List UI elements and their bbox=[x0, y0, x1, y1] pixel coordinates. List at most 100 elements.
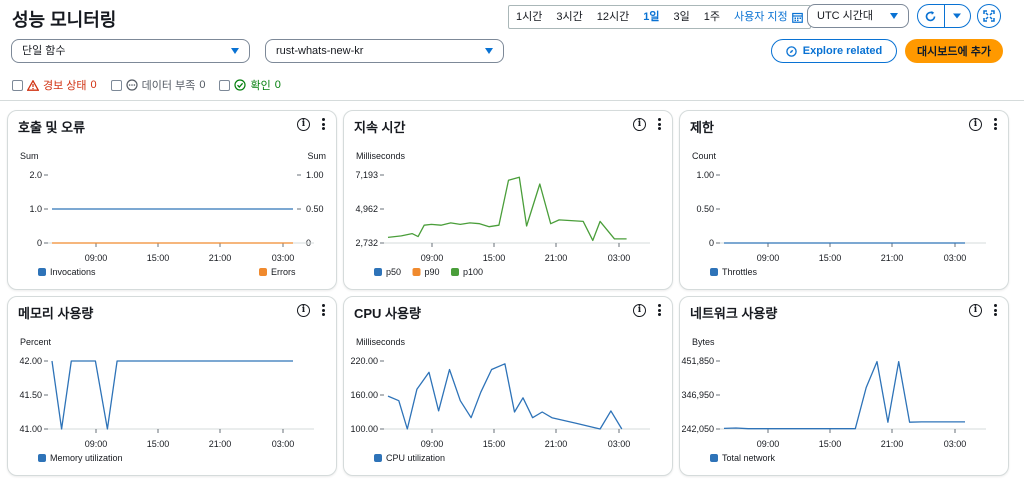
y-axis-right-unit-label: Sum bbox=[307, 151, 326, 161]
legend-swatch bbox=[412, 268, 421, 276]
x-tick-label: 15:00 bbox=[819, 439, 842, 449]
legend-label[interactable]: CPU utilization bbox=[386, 453, 445, 463]
y-tick-label-right: 1.00 bbox=[306, 170, 324, 180]
info-icon[interactable]: i bbox=[297, 118, 310, 131]
compass-icon bbox=[786, 45, 797, 57]
range-1h[interactable]: 1시간 bbox=[516, 11, 543, 23]
y-tick-label: 41.00 bbox=[19, 424, 42, 434]
refresh-control bbox=[917, 4, 971, 28]
y-tick-label: 160.00 bbox=[350, 390, 378, 400]
top-bar: 성능 모니터링 1시간 3시간 12시간 1일 3일 1주 사용자 지정 UTC… bbox=[0, 0, 1024, 100]
filter-alarm[interactable]: 경보 상태 0 bbox=[12, 77, 97, 93]
timezone-select[interactable]: UTC 시간대 bbox=[807, 4, 909, 28]
panel-memory: 메모리 사용량 i Percent 42.00 41.50 41.00 09:00 15:… bbox=[7, 296, 337, 476]
x-tick-label: 21:00 bbox=[881, 439, 904, 449]
chart-network: Bytes 451,850 346,950 242,050 09:00 15:00 21:0… bbox=[681, 337, 986, 463]
range-12h[interactable]: 12시간 bbox=[596, 11, 630, 23]
range-1w[interactable]: 1주 bbox=[703, 11, 720, 23]
legend-swatch bbox=[259, 268, 267, 276]
more-options-icon[interactable] bbox=[656, 303, 662, 317]
insufficient-count: 0 bbox=[199, 79, 206, 91]
more-options-icon[interactable] bbox=[656, 117, 662, 131]
function-scope-select[interactable]: 단일 함수 bbox=[11, 39, 250, 63]
x-tick-label: 21:00 bbox=[545, 253, 568, 263]
series-line[interactable] bbox=[723, 360, 965, 430]
alarm-checkbox[interactable] bbox=[12, 79, 23, 91]
info-icon[interactable]: i bbox=[633, 118, 646, 131]
x-tick-label: 09:00 bbox=[85, 253, 108, 263]
filter-insufficient-data[interactable]: 데이터 부족 0 bbox=[110, 77, 206, 93]
legend-swatch bbox=[374, 454, 382, 462]
more-options-icon[interactable] bbox=[992, 303, 998, 317]
x-tick-label: 03:00 bbox=[272, 253, 295, 263]
x-tick-label: 15:00 bbox=[819, 253, 842, 263]
function-name-select[interactable]: rust-whats-new-kr bbox=[265, 39, 504, 63]
info-icon[interactable]: i bbox=[969, 118, 982, 131]
series-line[interactable] bbox=[387, 176, 627, 242]
info-icon[interactable]: i bbox=[297, 304, 310, 317]
panel-duration: 지속 시간 i Milliseconds 7,193 4,962 2,732 09:00… bbox=[343, 110, 673, 290]
caret-down-icon bbox=[953, 13, 962, 19]
x-tick-label: 21:00 bbox=[881, 253, 904, 263]
x-tick-label: 21:00 bbox=[209, 253, 232, 263]
chart-memory: Percent 42.00 41.50 41.00 09:00 15:00 21:00 03:… bbox=[19, 337, 314, 463]
x-tick-label: 21:00 bbox=[209, 439, 232, 449]
y-tick-label: 346,950 bbox=[681, 390, 714, 400]
x-tick-label: 09:00 bbox=[421, 253, 444, 263]
y-tick-label: 0 bbox=[709, 238, 714, 248]
caret-down-icon bbox=[890, 13, 898, 19]
x-tick-label: 09:00 bbox=[757, 439, 780, 449]
legend-label[interactable]: p90 bbox=[425, 267, 440, 277]
legend-label[interactable]: Memory utilization bbox=[50, 453, 123, 463]
ok-checkbox[interactable] bbox=[219, 79, 231, 91]
panel-cpu: CPU 사용량 i Milliseconds 220.00 160.00 100.00… bbox=[343, 296, 673, 476]
x-tick-label: 15:00 bbox=[483, 253, 506, 263]
panel-title: 네트워크 사용량 bbox=[690, 306, 778, 321]
alarm-count: 0 bbox=[90, 79, 97, 91]
range-custom[interactable]: 사용자 지정 bbox=[727, 6, 810, 28]
info-icon[interactable]: i bbox=[969, 304, 982, 317]
legend-label[interactable]: p50 bbox=[386, 267, 401, 277]
info-icon[interactable]: i bbox=[633, 304, 646, 317]
filter-ok[interactable]: 확인 0 bbox=[219, 77, 281, 93]
function-scope-value: 단일 함수 bbox=[22, 45, 66, 57]
panel-title: 제한 bbox=[690, 120, 714, 135]
legend-label[interactable]: Errors bbox=[271, 267, 296, 277]
x-tick-label: 03:00 bbox=[944, 439, 967, 449]
legend-label[interactable]: Throttles bbox=[722, 267, 758, 277]
x-tick-label: 09:00 bbox=[421, 439, 444, 449]
legend-label[interactable]: Total network bbox=[722, 453, 776, 463]
series-line[interactable] bbox=[51, 360, 293, 430]
legend-swatch bbox=[38, 454, 46, 462]
x-tick-label: 03:00 bbox=[272, 439, 295, 449]
series-line[interactable] bbox=[387, 363, 623, 430]
y-tick-label: 2,732 bbox=[355, 238, 378, 248]
y-axis-unit-label: Bytes bbox=[692, 337, 715, 347]
fullscreen-button[interactable] bbox=[977, 4, 1001, 28]
range-custom-label: 사용자 지정 bbox=[733, 11, 788, 23]
more-options-icon[interactable] bbox=[320, 117, 326, 131]
legend-label[interactable]: Invocations bbox=[50, 267, 96, 277]
range-3h[interactable]: 3시간 bbox=[556, 11, 583, 23]
panel-network: 네트워크 사용량 i Bytes 451,850 346,950 242,050 09:… bbox=[679, 296, 1009, 476]
chart-cpu: Milliseconds 220.00 160.00 100.00 09:00 15:00… bbox=[350, 337, 650, 463]
legend-swatch bbox=[451, 268, 459, 276]
more-options-icon[interactable] bbox=[320, 303, 326, 317]
refresh-button[interactable] bbox=[918, 5, 945, 27]
timezone-value: UTC 시간대 bbox=[817, 10, 874, 22]
range-3d[interactable]: 3일 bbox=[673, 11, 690, 23]
y-tick-label: 100.00 bbox=[350, 424, 378, 434]
insufficient-checkbox[interactable] bbox=[110, 79, 122, 91]
add-to-dashboard-button[interactable]: 대시보드에 추가 bbox=[905, 39, 1003, 63]
more-options-icon[interactable] bbox=[992, 117, 998, 131]
chart-duration: Milliseconds 7,193 4,962 2,732 09:00 15:00 21:… bbox=[355, 151, 650, 277]
y-tick-label: 451,850 bbox=[681, 356, 714, 366]
function-name-value: rust-whats-new-kr bbox=[276, 45, 364, 57]
y-tick-label: 41.50 bbox=[19, 390, 42, 400]
legend-swatch bbox=[710, 454, 718, 462]
refresh-interval-dropdown[interactable] bbox=[945, 5, 971, 27]
legend-label[interactable]: p100 bbox=[463, 267, 483, 277]
range-1d[interactable]: 1일 bbox=[643, 11, 660, 23]
explore-related-button[interactable]: Explore related bbox=[771, 39, 897, 63]
